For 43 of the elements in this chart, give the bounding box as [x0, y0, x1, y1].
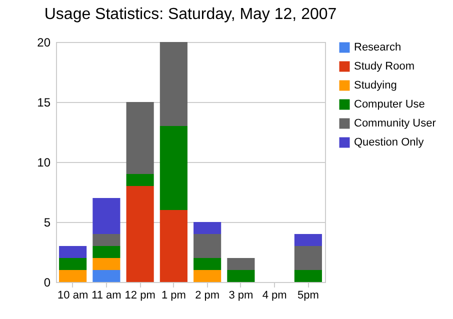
legend-label: Computer Use [354, 98, 425, 110]
bar [126, 186, 154, 282]
y-tick-label: 15 [37, 96, 51, 110]
x-tick-label: 10 am [58, 290, 88, 302]
bar [294, 270, 322, 282]
bar [194, 258, 222, 270]
bar [92, 246, 120, 258]
bar [294, 246, 322, 270]
y-tick-label: 20 [37, 36, 51, 50]
bar [59, 246, 87, 258]
bar [294, 234, 322, 246]
legend-label: Question Only [354, 136, 424, 148]
bar [160, 42, 188, 126]
bar [59, 258, 87, 270]
legend-label: Studying [354, 80, 397, 92]
bar [92, 198, 120, 234]
bar [227, 270, 255, 282]
bar [126, 174, 154, 186]
bar [92, 270, 120, 282]
y-tick-label: 0 [44, 276, 51, 290]
legend-label: Community User [354, 118, 436, 130]
bar [227, 258, 255, 270]
bar [92, 234, 120, 246]
x-tick-label: 5pm [297, 290, 319, 302]
bar [126, 102, 154, 174]
x-tick-label: 11 am [92, 290, 122, 302]
x-tick-label: 12 pm [124, 290, 156, 302]
bar [194, 222, 222, 234]
legend-label: Study Room [354, 60, 415, 72]
x-tick-label: 2 pm [195, 290, 220, 302]
chart-title: Usage Statistics: Saturday, May 12, 2007 [44, 6, 337, 23]
x-tick-label: 4 pm [262, 290, 287, 302]
legend-label: Research [354, 42, 402, 54]
bar [59, 270, 87, 282]
x-tick-label: 3 pm [228, 290, 254, 302]
bar [194, 270, 222, 282]
bar [160, 210, 188, 282]
bar [194, 234, 222, 258]
bar [160, 126, 188, 210]
x-tick-label: 1 pm [161, 290, 186, 302]
y-tick-label: 5 [44, 216, 51, 230]
y-tick-label: 10 [37, 156, 51, 170]
bar [92, 258, 120, 270]
